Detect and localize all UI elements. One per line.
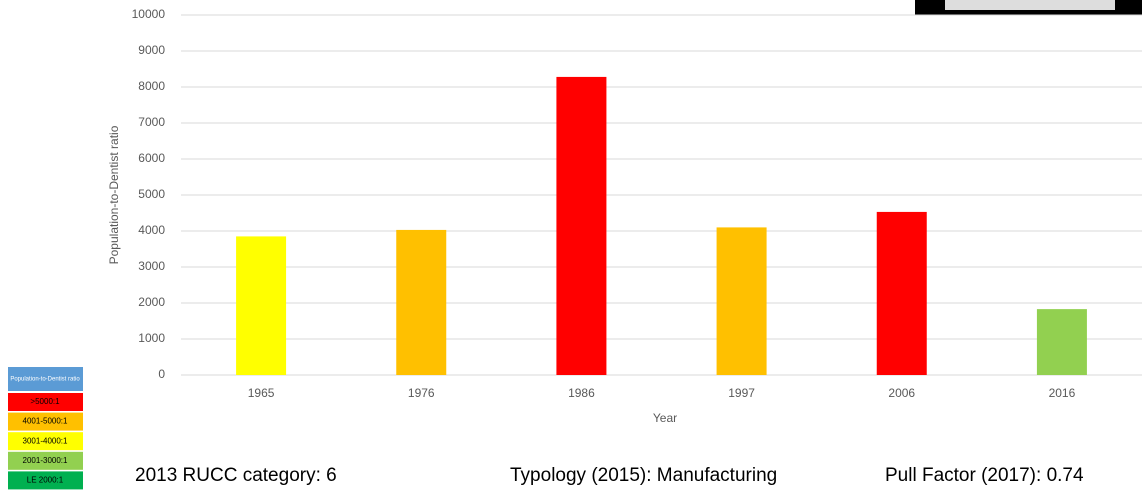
y-tick-label: 2000 — [138, 295, 165, 309]
y-tick-label: 0 — [158, 367, 165, 381]
bar — [1036, 309, 1087, 375]
legend-label: 2001-3000:1 — [23, 456, 68, 465]
y-tick-label: 10000 — [132, 7, 166, 21]
bar — [396, 229, 447, 375]
y-tick-label: 5000 — [138, 187, 165, 201]
x-tick-label: 2016 — [1049, 386, 1076, 400]
legend-label: LE 2000:1 — [27, 476, 64, 485]
y-tick-label: 9000 — [138, 43, 165, 57]
legend-swatch — [8, 432, 83, 451]
x-tick-label: 1976 — [408, 386, 435, 400]
legend-title-box — [8, 367, 83, 391]
legend-swatch — [8, 451, 83, 470]
y-tick-label: 1000 — [138, 331, 165, 345]
legend-label: 4001-5000:1 — [23, 417, 68, 426]
footer-text: 2013 RUCC category: 6 — [135, 465, 337, 486]
y-axis-label: Population-to-Dentist ratio — [107, 125, 121, 264]
bar — [876, 211, 927, 375]
y-tick-label: 3000 — [138, 259, 165, 273]
legend-label: >5000:1 — [30, 397, 60, 406]
footer-text: Typology (2015): Manufacturing — [510, 465, 777, 486]
footer-text: Pull Factor (2017): 0.74 — [885, 465, 1084, 486]
x-axis-label: Year — [653, 411, 677, 425]
bar — [716, 227, 767, 375]
y-tick-label: 7000 — [138, 115, 165, 129]
legend-title: Population-to-Dentist ratio — [10, 377, 80, 383]
y-tick-label: 4000 — [138, 223, 165, 237]
y-tick-label: 6000 — [138, 151, 165, 165]
bar — [556, 76, 607, 376]
legend-swatch — [8, 471, 83, 490]
legend-label: 3001-4000:1 — [23, 436, 68, 445]
legend-swatch — [8, 393, 83, 411]
bar — [236, 236, 287, 375]
x-tick-label: 1986 — [568, 386, 595, 400]
legend-swatch — [8, 412, 83, 431]
x-tick-label: 2006 — [888, 386, 915, 400]
x-tick-label: 1965 — [248, 386, 275, 400]
x-tick-label: 1997 — [728, 386, 755, 400]
y-tick-label: 8000 — [138, 79, 165, 93]
image-fragment-detail — [945, 0, 1115, 10]
